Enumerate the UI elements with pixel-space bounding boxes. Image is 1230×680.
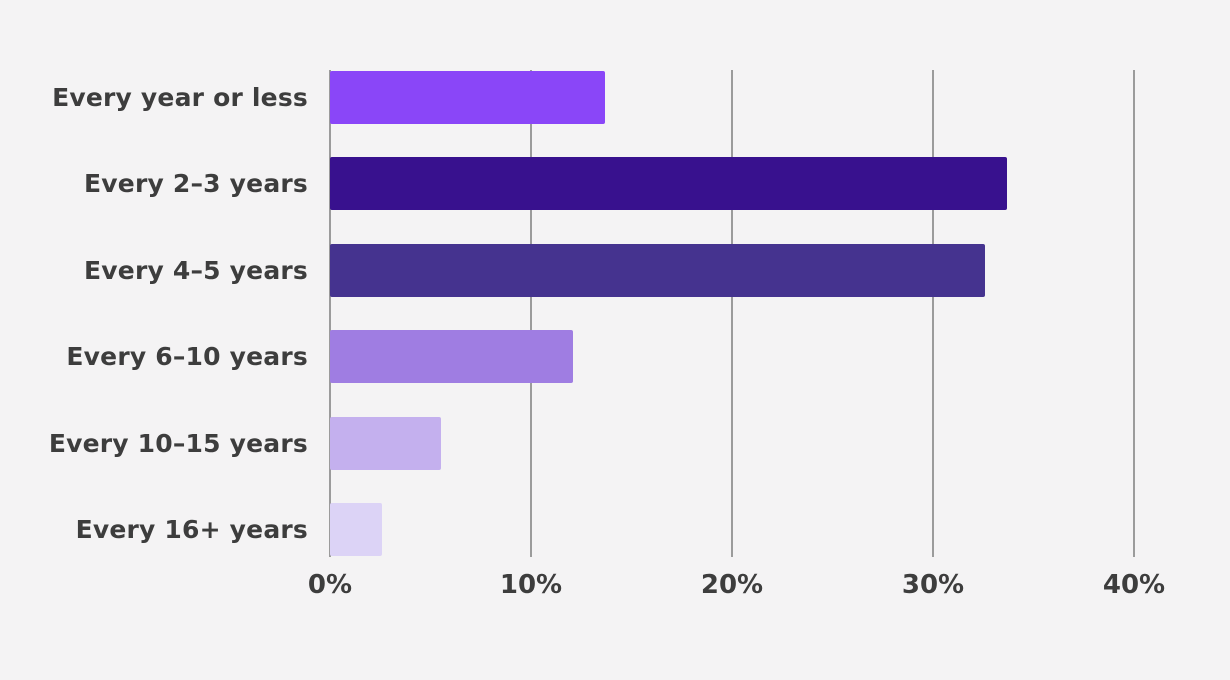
category-label: Every year or less	[52, 83, 308, 112]
bar	[330, 243, 986, 297]
x-tick-label: 0%	[307, 570, 353, 600]
bar-row: Every 6–10 years	[0, 330, 1230, 384]
bar	[330, 503, 383, 556]
bar-row: Every 4–5 years	[0, 243, 1230, 297]
bar	[330, 71, 606, 124]
bar-row: Every year or less	[0, 71, 1230, 124]
category-label: Every 10–15 years	[48, 428, 308, 458]
bar-row: Every 16+ years	[0, 503, 1230, 556]
x-tick-label: 20%	[700, 570, 764, 600]
bar-row: Every 2–3 years	[0, 157, 1230, 211]
x-tick-label: 30%	[901, 570, 965, 600]
gridline-30	[932, 70, 934, 557]
category-label: Every 2–3 years	[84, 169, 308, 199]
gridline-10	[530, 70, 532, 557]
category-label: Every 16+ years	[75, 515, 308, 544]
bar	[330, 157, 1008, 211]
category-label: Every 6–10 years	[66, 342, 308, 372]
gridline-0	[329, 70, 331, 557]
category-label: Every 4–5 years	[84, 255, 308, 285]
x-tick-label: 10%	[499, 570, 563, 600]
gridline-20	[731, 70, 733, 557]
bar	[330, 416, 441, 470]
gridline-40	[1133, 70, 1135, 557]
bar-row: Every 10–15 years	[0, 416, 1230, 470]
bar	[330, 330, 574, 384]
x-tick-label: 40%	[1102, 570, 1166, 600]
